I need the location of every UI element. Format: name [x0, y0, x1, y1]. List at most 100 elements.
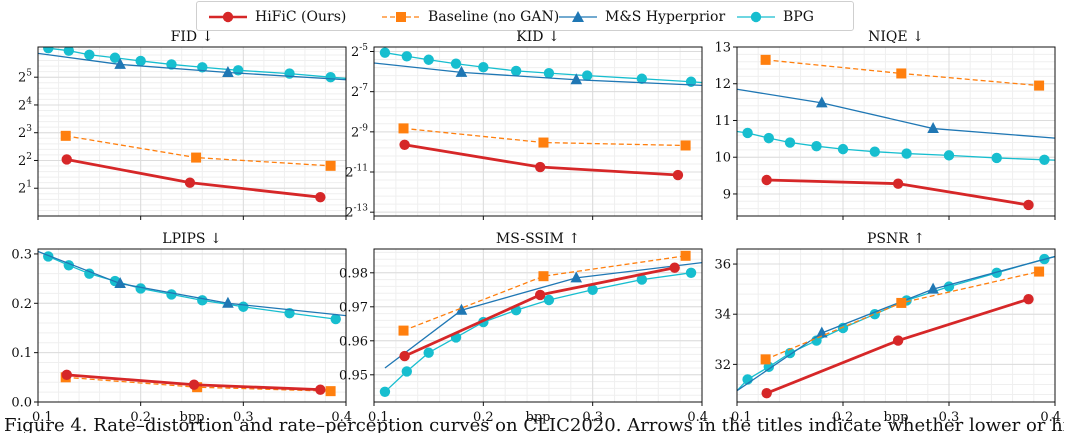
data-point-baseline-no-gan: [538, 271, 549, 282]
data-point-bpg: [943, 150, 955, 161]
tick-label: 21: [18, 180, 32, 197]
tick-label: 0.98: [339, 266, 368, 281]
legend-label: M&S Hyperprior: [605, 9, 726, 25]
plot-frame: [373, 248, 703, 403]
data-point-bpg: [869, 146, 880, 157]
tick-label: 0.3: [582, 410, 603, 425]
series-line-m-s-hyperprior: [38, 250, 346, 317]
data-point-bpg: [166, 289, 177, 300]
tick-label: 0.0: [11, 396, 32, 411]
data-point-hific-ours: [892, 178, 904, 189]
data-point-hific-ours: [761, 174, 772, 186]
tick-label: 0.1: [731, 410, 752, 425]
tick-label: 22: [18, 152, 32, 169]
data-point-hific-ours: [761, 388, 772, 399]
data-point-hific-ours: [1023, 293, 1034, 305]
data-point-bpg: [84, 49, 95, 60]
data-point-bpg: [582, 70, 593, 81]
data-point-hific-ours: [61, 154, 72, 165]
data-point-baseline-no-gan: [896, 68, 907, 79]
data-point-m-s-hyperprior: [114, 57, 126, 69]
legend-item-bpg: BPG: [737, 7, 814, 27]
data-point-bpg: [636, 73, 648, 84]
tick-label: 2-5: [351, 43, 368, 60]
tick-label: 9: [723, 187, 731, 202]
data-point-bpg: [135, 55, 146, 67]
tick-label: 23: [18, 124, 32, 141]
legend-item-baseline: Baseline (no GAN): [382, 7, 559, 27]
x-axis-label: bpp: [526, 410, 551, 425]
plot-frame: [736, 248, 1056, 403]
tick-label: 25: [18, 69, 32, 86]
data-point-m-s-hyperprior: [816, 96, 828, 108]
data-point-baseline-no-gan: [60, 130, 71, 141]
data-point-hific-ours: [534, 289, 546, 301]
data-point-bpg: [43, 47, 54, 54]
data-point-bpg: [510, 65, 522, 77]
data-point-m-s-hyperprior: [570, 73, 583, 85]
tick-label: 0.1: [368, 410, 389, 425]
data-point-m-s-hyperprior: [222, 65, 234, 77]
data-point-baseline-no-gan: [398, 325, 409, 336]
chart-panel-psnr: 32 34 36 0.1 0.2 0.3 0.4 bpp PSNR ↑: [714, 231, 1061, 425]
legend-swatch-ms-hyperprior: [559, 11, 597, 22]
plot-frame: [373, 46, 703, 217]
tick-label: 0.97: [339, 300, 368, 315]
data-point-hific-ours: [315, 384, 326, 395]
data-point-hific-ours: [188, 379, 200, 390]
data-point-hific-ours: [1023, 199, 1034, 211]
series-group: [737, 253, 1055, 399]
chart-title: LPIPS ↓: [162, 231, 221, 247]
data-point-bpg: [991, 152, 1002, 164]
data-point-m-s-hyperprior: [816, 326, 828, 338]
chart-title: NIQE ↓: [868, 29, 924, 45]
data-point-bpg: [837, 143, 849, 155]
tick-label: 0.4: [331, 410, 352, 425]
tick-label: 0.3: [233, 410, 254, 425]
data-point-baseline-no-gan: [760, 54, 771, 65]
chart-title: PSNR ↑: [867, 231, 925, 247]
data-point-bpg: [423, 347, 434, 358]
tick-label: 34: [714, 308, 731, 323]
data-point-bpg: [811, 140, 822, 152]
series-line-bpg: [737, 130, 1055, 161]
legend-label: Baseline (no GAN): [428, 9, 560, 25]
data-point-baseline-no-gan: [760, 354, 771, 365]
data-point-bpg: [943, 281, 955, 292]
data-point-baseline-no-gan: [680, 250, 691, 261]
legend-label: BPG: [783, 9, 814, 25]
data-point-hific-ours: [399, 350, 410, 362]
tick-label: 36: [714, 258, 731, 273]
data-point-baseline-no-gan: [1034, 80, 1045, 91]
series-line-m-s-hyperprior: [384, 261, 702, 369]
tick-label: 2-13: [345, 204, 368, 221]
data-point-bpg: [901, 148, 912, 159]
data-point-bpg: [109, 52, 121, 63]
data-point-baseline-no-gan: [325, 160, 336, 171]
tick-label: 0.2: [473, 410, 494, 425]
data-point-bpg: [742, 127, 753, 139]
figure-caption: Figure 4. Rate–distortion and rate–perce…: [4, 415, 1064, 433]
data-point-hific-ours: [534, 161, 546, 173]
data-point-baseline-no-gan: [191, 152, 202, 163]
data-point-bpg: [763, 132, 774, 144]
chart-panel-niqe: 9 10 11 12 13 NIQE ↓: [714, 29, 1056, 220]
data-point-baseline-no-gan: [538, 137, 549, 148]
data-point-bpg: [991, 267, 1002, 279]
data-point-bpg: [330, 313, 341, 325]
data-point-bpg: [284, 68, 295, 79]
data-point-bpg: [401, 51, 412, 62]
data-point-bpg: [379, 47, 391, 58]
chart-panel-kid: 2-13 2-11 2-9 2-7 2-5 KID ↓: [345, 29, 703, 221]
legend-swatch-bpg: [737, 11, 775, 23]
data-point-bpg: [379, 386, 391, 397]
series-group: [379, 250, 702, 397]
plot-frame: [37, 46, 347, 217]
data-point-bpg: [197, 295, 208, 306]
series-group: [38, 47, 346, 203]
data-point-bpg: [401, 366, 412, 377]
series-group: [374, 47, 702, 181]
data-point-bpg: [450, 58, 462, 69]
tick-label: 10: [714, 151, 731, 166]
